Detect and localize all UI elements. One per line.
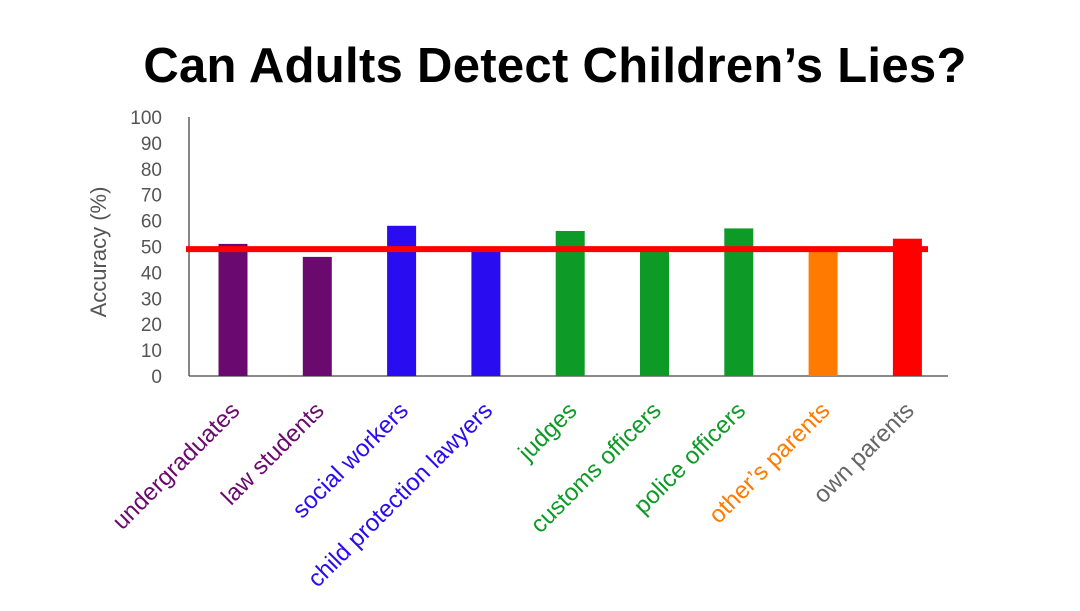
y-tick-label: 0: [151, 367, 162, 388]
bar-law-students: [302, 256, 332, 376]
y-tick-label: 90: [141, 134, 162, 155]
y-axis-ticks: 0 10 20 30 40 50 60 70 80 90 100: [130, 108, 162, 388]
y-tick-label: 60: [141, 212, 162, 233]
bar-judges: [555, 231, 585, 376]
bar-police-officers: [724, 228, 754, 376]
bar-undergraduates: [218, 243, 248, 376]
bar-child-protection-lawyers: [471, 251, 501, 376]
y-tick-label: 50: [141, 238, 162, 259]
category-label-judges: judges: [513, 397, 583, 467]
category-label-undergraduates: undergraduates: [107, 397, 245, 535]
y-tick-label: 40: [141, 263, 162, 284]
bar-customs-officers: [640, 251, 669, 376]
y-axis-title: Accuracy (%): [86, 187, 111, 318]
y-tick-label: 10: [141, 341, 162, 362]
y-tick-label: 100: [130, 108, 162, 129]
chart-title: Can Adults Detect Children’s Lies?: [143, 39, 967, 93]
bar-own-parents: [892, 238, 922, 376]
y-tick-label: 70: [141, 186, 162, 207]
y-tick-label: 30: [141, 289, 162, 310]
bar-other-s-parents: [808, 251, 838, 376]
y-tick-label: 20: [141, 315, 162, 336]
y-tick-label: 80: [141, 160, 162, 181]
